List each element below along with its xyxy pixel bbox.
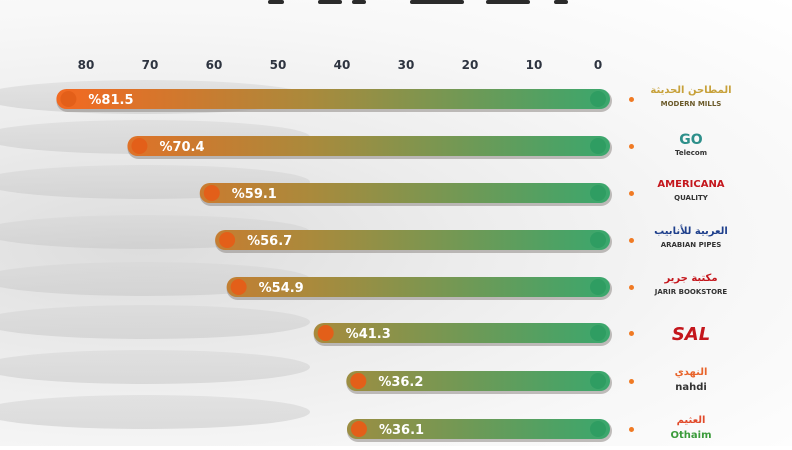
bar-end-knob [590, 138, 606, 154]
bar-end-knob [590, 421, 606, 437]
jarir-logo-primary-text: مكتبة جرير [664, 273, 718, 284]
bar-value-label: %59.1 [232, 187, 277, 202]
bar-start-knob [350, 421, 367, 437]
othaim-logo: العثيم Othaim [646, 410, 736, 450]
bar-value-label: %54.9 [259, 281, 304, 296]
x-tick-20: 20 [461, 58, 479, 72]
bar-othaim [346, 419, 610, 439]
x-tick-10: 10 [525, 58, 543, 72]
row-bullet [629, 144, 634, 149]
row-bullet [629, 331, 634, 336]
arabian-pipes-logo: العربية للأنابيب ARABIAN PIPES [646, 221, 736, 261]
x-tick-30: 30 [397, 58, 415, 72]
x-tick-50: 50 [269, 58, 287, 72]
bar-nahdi [346, 371, 610, 391]
bar-start-knob [60, 91, 77, 107]
bar-end-knob [590, 232, 606, 248]
row-bullet [629, 285, 634, 290]
go-telecom-logo-primary-text: GO [679, 132, 703, 148]
title-remnant [0, 0, 792, 6]
bar-end-knob [590, 185, 606, 201]
americana-logo-primary-text: AMERICANA [657, 179, 725, 190]
arabian-pipes-logo-primary-text: العربية للأنابيب [654, 226, 728, 237]
bar-value-label: %56.7 [247, 234, 292, 249]
bar-value-label: %81.5 [88, 93, 133, 108]
row-bullet [629, 427, 634, 432]
bar-start-knob [219, 232, 236, 248]
modern-mills-logo-secondary-text: MODERN MILLS [660, 100, 722, 108]
arabian-pipes-logo-secondary-text: ARABIAN PIPES [660, 241, 722, 249]
sal-logo-primary-text: SAL [671, 324, 711, 345]
bar-end-knob [590, 91, 606, 107]
bar-value-label: %36.1 [379, 423, 424, 438]
jarir-logo: مكتبة جرير JARIR BOOKSTORE [646, 268, 736, 308]
nahdi-logo: النهدي nahdi [646, 362, 736, 402]
americana-logo: AMERICANA QUALITY [646, 174, 736, 214]
bar-go-telecom [127, 136, 610, 156]
x-tick-80: 80 [77, 58, 95, 72]
sal-logo: SAL [646, 314, 736, 354]
x-tick-40: 40 [333, 58, 351, 72]
x-tick-60: 60 [205, 58, 223, 72]
jarir-logo-secondary-text: JARIR BOOKSTORE [654, 288, 728, 296]
bar-modern-mills [56, 89, 610, 109]
bar-start-knob [230, 279, 247, 295]
modern-mills-logo: المطاحن الحديثة MODERN MILLS [646, 80, 736, 120]
bar-arabian-pipes [215, 230, 610, 250]
row-bullet [629, 379, 634, 384]
bar-value-label: %41.3 [346, 327, 391, 342]
othaim-logo-secondary-text: Othaim [670, 430, 712, 441]
nahdi-logo-primary-text: النهدي [674, 367, 708, 378]
x-tick-70: 70 [141, 58, 159, 72]
bar-start-knob [350, 373, 367, 389]
bar-value-label: %36.2 [378, 375, 423, 390]
bar-americana [199, 183, 610, 203]
go-telecom-logo-secondary-text: Telecom [675, 149, 707, 157]
x-tick-0: 0 [593, 58, 603, 72]
row-bullet [629, 97, 634, 102]
bar-jarir-bookstore [226, 277, 610, 297]
bar-end-knob [590, 325, 606, 341]
row-bullet [629, 191, 634, 196]
americana-logo-secondary-text: QUALITY [674, 194, 708, 202]
bar-end-knob [590, 373, 606, 389]
row-bullet [629, 238, 634, 243]
bar-end-knob [590, 279, 606, 295]
modern-mills-logo-primary-text: المطاحن الحديثة [650, 85, 732, 96]
bar-value-label: %70.4 [159, 140, 204, 155]
othaim-logo-primary-text: العثيم [676, 415, 706, 426]
bar-start-knob [203, 185, 220, 201]
go-telecom-logo: GO Telecom [646, 127, 736, 167]
nahdi-logo-secondary-text: nahdi [675, 382, 707, 393]
bar-start-knob [317, 325, 334, 341]
bar-start-knob [131, 138, 148, 154]
bar-sal [313, 323, 610, 343]
